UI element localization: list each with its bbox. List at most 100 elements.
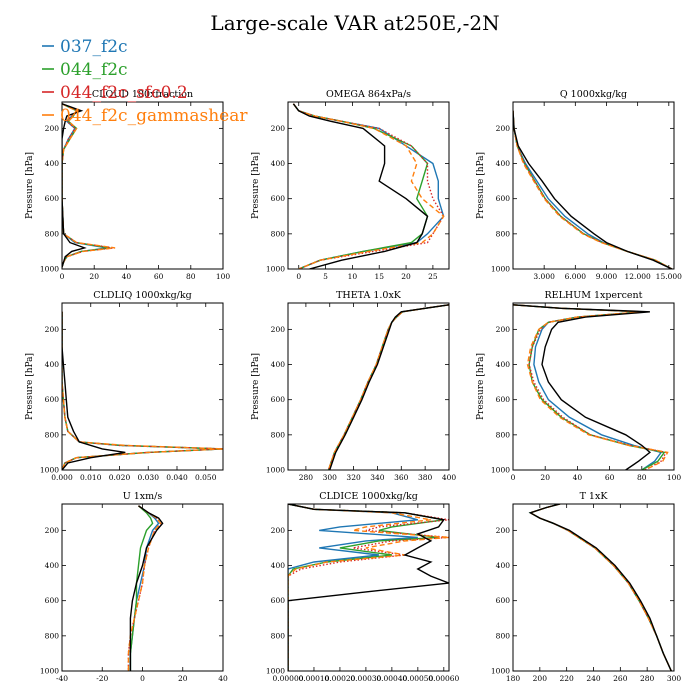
x-tick-label: 0.00060	[428, 674, 459, 683]
series-line-044_f2c_sfc0.2	[288, 504, 449, 671]
y-tick-label: 1000	[40, 265, 59, 274]
series-line-ref	[513, 304, 652, 470]
series-line-044_f2c_sfc0.2	[62, 311, 223, 470]
plot-frame	[287, 101, 450, 270]
series-line-037_f2c	[528, 504, 672, 671]
series-line-044_f2c_gammashear	[528, 504, 672, 671]
panel-title: CLDICE 1000xkg/kg	[319, 491, 418, 502]
series-line-ref	[129, 505, 164, 671]
x-tick-label: 0.00040	[376, 674, 407, 683]
x-tick-label: 0.00050	[402, 674, 433, 683]
x-tick-label: 80	[186, 272, 196, 281]
x-tick-label: 300	[667, 674, 682, 683]
plot-frame	[287, 302, 450, 471]
x-tick-label: 100	[667, 473, 682, 482]
y-tick-label: 200	[45, 526, 60, 535]
y-tick-label: 400	[496, 561, 511, 570]
panel-title: RELHUM 1xpercent	[545, 290, 643, 301]
x-tick-label: 300	[323, 473, 338, 482]
y-tick-label: 600	[271, 596, 286, 605]
y-axis-label: Pressure [hPa]	[25, 152, 35, 219]
y-tick-label: 200	[45, 124, 60, 133]
y-axis-label: Pressure [hPa]	[251, 152, 261, 219]
x-tick-label: 240	[586, 674, 601, 683]
y-tick-label: 800	[271, 631, 286, 640]
series-line-044_f2c_gammashear	[292, 103, 445, 269]
legend-item: 044_f2c	[42, 60, 128, 80]
legend-label: 044_f2c_sfc0.2	[60, 83, 188, 103]
series-line-044_f2c_gammashear	[62, 103, 116, 268]
panel-title: CLOUD 100xfraction	[92, 89, 193, 100]
x-tick-label: 15	[374, 272, 384, 281]
y-tick-label: 400	[271, 561, 286, 570]
y-axis-label: Pressure [hPa]	[476, 353, 486, 420]
panel-title: Q 1000xkg/kg	[560, 89, 627, 100]
panel-title: OMEGA 864xPa/s	[326, 89, 411, 100]
x-tick-label: 0.010	[80, 473, 102, 482]
y-tick-label: 200	[271, 325, 286, 334]
x-tick-label: 360	[394, 473, 409, 482]
y-tick-label: 400	[45, 159, 60, 168]
x-tick-label: 15.000	[656, 272, 682, 281]
x-tick-label: 220	[560, 674, 575, 683]
x-tick-label: 0.000	[51, 473, 73, 482]
series-line-044_f2c_gammashear	[327, 304, 449, 470]
series-line-ref	[513, 110, 673, 269]
plot-frame	[512, 302, 675, 471]
y-tick-label: 600	[45, 596, 60, 605]
series-line-ref	[62, 103, 87, 268]
x-tick-label: 100	[216, 272, 231, 281]
x-tick-label: 280	[640, 674, 655, 683]
series-line-ref	[288, 504, 449, 671]
y-tick-label: 600	[45, 395, 60, 404]
x-tick-label: 400	[442, 473, 457, 482]
x-tick-label: 200	[533, 674, 548, 683]
x-tick-label: 40	[218, 674, 228, 683]
legend-label: 037_f2c	[60, 37, 128, 57]
x-tick-label: 5	[323, 272, 328, 281]
series-line-ref	[292, 103, 429, 269]
series-line-044_f2c_gammashear	[288, 504, 449, 671]
y-tick-label: 800	[496, 631, 511, 640]
y-tick-label: 400	[271, 360, 286, 369]
panel-5: THETA 1.0xK Pressure [hPa] 200 400 600 800 100…	[251, 290, 456, 482]
y-tick-label: 200	[45, 325, 60, 334]
x-tick-label: 280	[299, 473, 314, 482]
plot-frame	[61, 101, 224, 270]
series-line-044_f2c	[513, 110, 673, 269]
y-axis-label: Pressure [hPa]	[25, 353, 35, 420]
y-tick-label: 200	[271, 124, 286, 133]
plot-frame	[512, 503, 675, 672]
x-tick-label: 0.050	[195, 473, 217, 482]
x-tick-label: 25	[428, 272, 438, 281]
y-tick-label: 200	[496, 526, 511, 535]
panel-title: T 1xK	[580, 491, 609, 502]
legend-item: 044_f2c_gammashear	[42, 106, 248, 126]
y-tick-label: 800	[45, 229, 60, 238]
x-tick-label: 0.00010	[298, 674, 329, 683]
y-tick-label: 800	[496, 229, 511, 238]
x-tick-label: 0.040	[166, 473, 188, 482]
legend-label: 044_f2c	[60, 60, 128, 80]
x-tick-label: 9.000	[596, 272, 618, 281]
y-tick-label: 600	[45, 194, 60, 203]
panel-title: CLDLIQ 1000xkg/kg	[93, 290, 191, 301]
series-line-044_f2c	[129, 505, 154, 671]
x-tick-label: 3.000	[533, 272, 555, 281]
x-tick-label: 0	[511, 473, 516, 482]
x-tick-label: 0	[60, 272, 65, 281]
series-line-044_f2c_sfc0.2	[513, 110, 673, 269]
x-tick-label: 20	[401, 272, 411, 281]
x-tick-label: 0	[296, 272, 301, 281]
y-axis-label: Pressure [hPa]	[476, 152, 486, 219]
y-tick-label: 600	[496, 194, 511, 203]
x-tick-label: 60	[605, 473, 615, 482]
series-line-044_f2c_sfc0.2	[292, 103, 445, 269]
x-tick-label: 340	[370, 473, 385, 482]
legend-label: 044_f2c_gammashear	[60, 106, 248, 126]
y-tick-label: 200	[496, 325, 511, 334]
y-tick-label: 600	[271, 194, 286, 203]
x-tick-label: 20	[178, 674, 188, 683]
